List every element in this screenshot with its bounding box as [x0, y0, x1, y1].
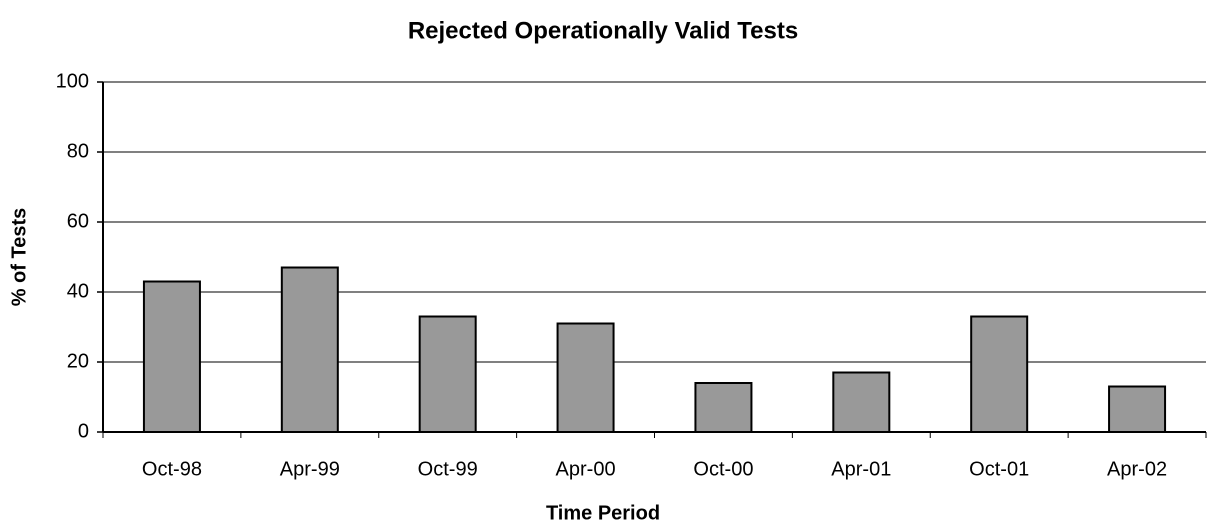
x-tick-label: Apr-01 [831, 458, 891, 480]
bar [280, 266, 339, 433]
chart-title: Rejected Operationally Valid Tests [408, 17, 798, 44]
bar [556, 322, 615, 433]
x-tick-label: Oct-00 [693, 458, 753, 480]
y-tick-label: 60 [67, 210, 89, 232]
x-tick-label: Apr-00 [556, 458, 616, 480]
x-tick-label: Oct-99 [418, 458, 478, 480]
y-tick-label: 0 [78, 420, 89, 442]
x-tick-label: Apr-99 [280, 458, 340, 480]
y-tick-label: 80 [67, 140, 89, 162]
bar [418, 315, 477, 433]
bar [970, 315, 1029, 433]
y-axis-label: % of Tests [8, 208, 30, 307]
x-tick-label: Oct-98 [142, 458, 202, 480]
y-tick-label: 20 [67, 350, 89, 372]
bar [142, 280, 201, 433]
bar [832, 371, 891, 433]
x-tick-label: Oct-01 [969, 458, 1029, 480]
y-tick-label: 100 [56, 70, 89, 92]
x-axis-label: Time Period [546, 502, 660, 524]
bar [694, 382, 753, 433]
y-tick-label: 40 [67, 280, 89, 302]
x-tick-label: Apr-02 [1107, 458, 1167, 480]
bar [1108, 385, 1167, 433]
